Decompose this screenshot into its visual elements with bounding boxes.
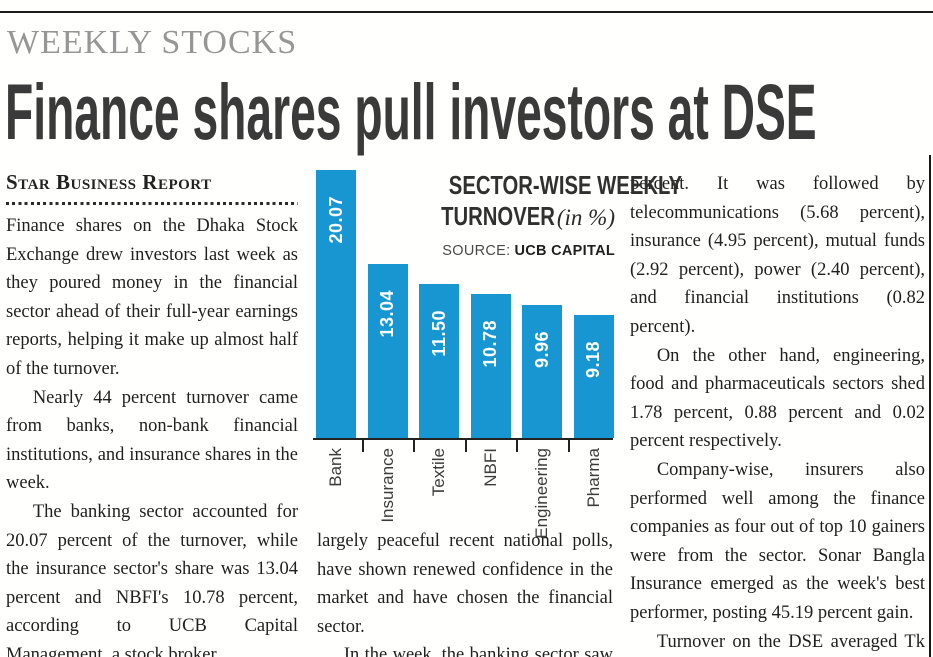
category-cell: Insurance bbox=[368, 440, 408, 540]
chart-source-value: UCB CAPITAL bbox=[514, 243, 615, 259]
category-cell: Engineering bbox=[522, 440, 562, 540]
chart-header: SECTOR-WISE WEEKLY TURNOVER(in %) SOURCE… bbox=[383, 172, 682, 260]
paragraph: In the week, the banking sector saw the … bbox=[343, 645, 613, 657]
category-label: Pharma bbox=[583, 448, 603, 508]
paragraph: The banking sector accounted for 20.07 p… bbox=[6, 501, 298, 657]
bar-value-label: 20.07 bbox=[325, 196, 346, 244]
sector-turnover-chart: SECTOR-WISE WEEKLY TURNOVER(in %) SOURCE… bbox=[313, 170, 682, 540]
dotted-rule bbox=[6, 202, 298, 205]
category-label: NBFI bbox=[480, 448, 500, 487]
bar-bank: 20.07 bbox=[316, 170, 356, 438]
category-label: Bank bbox=[326, 448, 345, 487]
category-label: Textile bbox=[429, 448, 448, 497]
chart-title-line1: SECTOR-WISE WEEKLY bbox=[383, 172, 682, 203]
chart-category-axis: Bank Insurance Textile NBFI Engineering Pharm… bbox=[313, 440, 613, 540]
top-divider-rule bbox=[0, 11, 933, 13]
bar-value-label: 11.50 bbox=[428, 310, 449, 357]
chart-title-text2: TURNOVER bbox=[441, 201, 555, 231]
axis-tick bbox=[361, 440, 364, 452]
axis-tick bbox=[413, 440, 415, 452]
bar-textile: 11.50 bbox=[419, 284, 459, 438]
chart-unit-label: (in %) bbox=[556, 205, 615, 230]
bar-value-label: 13.04 bbox=[377, 289, 397, 338]
article-column-left: Star Business Report Finance shares on t… bbox=[6, 170, 298, 657]
article-body-left: Finance shares on the Dhaka Stock Exchan… bbox=[6, 212, 298, 657]
bar-value-label: 9.96 bbox=[531, 331, 552, 369]
byline: Star Business Report bbox=[6, 170, 212, 194]
category-cell: NBFI bbox=[471, 440, 511, 540]
category-cell: Bank bbox=[316, 440, 356, 540]
category-label: Insurance bbox=[377, 448, 397, 523]
axis-tick bbox=[516, 440, 518, 452]
section-kicker: WEEKLY STOCKS bbox=[7, 24, 298, 61]
bar-nbfi: 10.78 bbox=[470, 294, 511, 438]
paragraph: Nearly 44 percent turnover came from ban… bbox=[6, 387, 298, 494]
category-cell: Pharma bbox=[574, 440, 614, 540]
bar-engineering: 9.96 bbox=[522, 305, 562, 438]
headline: Finance shares pull investors at DSE bbox=[5, 66, 933, 156]
category-label: Engineering bbox=[532, 448, 551, 539]
article-column-middle: largely peaceful recent national polls, … bbox=[317, 527, 613, 657]
paragraph: percent. It was followed by telecommunic… bbox=[630, 174, 925, 337]
right-column-divider-rule bbox=[929, 155, 931, 657]
category-cell: Textile bbox=[419, 440, 459, 540]
headline-text: Finance shares pull investors at DSE bbox=[5, 67, 817, 156]
chart-source: SOURCE: UCB CAPITAL bbox=[383, 243, 615, 259]
paragraph: Company-wise, insurers also performed we… bbox=[630, 459, 925, 623]
bar-insurance: 13.04 bbox=[367, 263, 408, 438]
axis-tick bbox=[567, 440, 570, 452]
chart-bars: 20.07 13.04 11.50 10.78 9.96 9.18 bbox=[313, 170, 614, 452]
paragraph: largely peaceful recent national polls, … bbox=[317, 531, 613, 637]
paragraph: Finance shares on the Dhaka Stock Exchan… bbox=[6, 216, 298, 379]
bar-value-label: 10.78 bbox=[480, 320, 500, 368]
article-column-right: percent. It was followed by telecommunic… bbox=[630, 170, 925, 657]
paragraph: Turnover on the DSE averaged Tk 965 cror… bbox=[656, 631, 925, 652]
chart-source-label: SOURCE: bbox=[442, 243, 511, 259]
chart-title-line2: TURNOVER(in %) bbox=[383, 203, 615, 234]
paragraph: On the other hand, engineering, food and… bbox=[630, 345, 925, 452]
axis-tick bbox=[464, 440, 467, 452]
chart-title-text1: SECTOR-WISE WEEKLY bbox=[448, 170, 683, 200]
bar-pharma: 9.18 bbox=[573, 315, 614, 438]
bar-value-label: 9.18 bbox=[583, 341, 603, 379]
